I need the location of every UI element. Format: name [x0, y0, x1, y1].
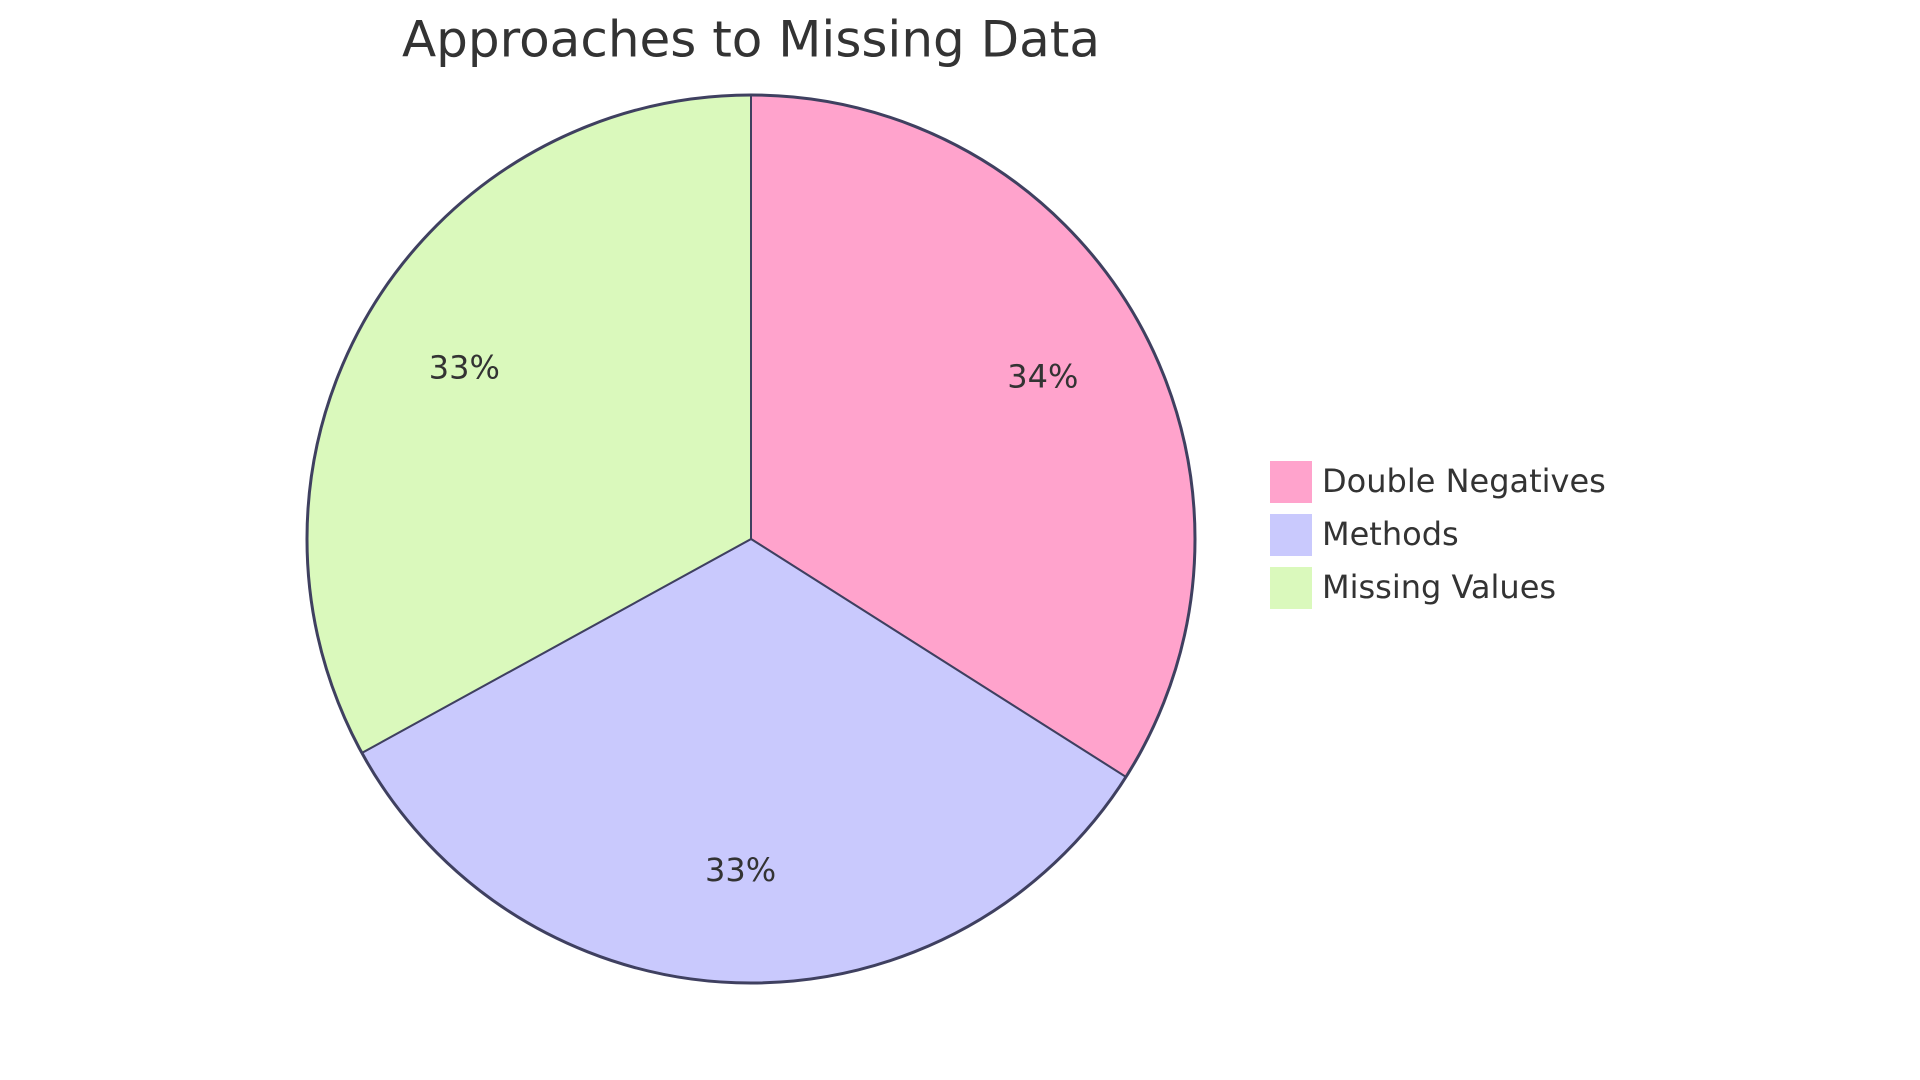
legend-swatch: [1268, 565, 1314, 611]
data-label: 34%: [1007, 358, 1078, 396]
legend-swatch: [1268, 459, 1314, 505]
legend-swatch: [1268, 512, 1314, 558]
data-label: 33%: [705, 851, 776, 889]
chart-title: Approaches to Missing Data: [402, 11, 1100, 69]
legend-label: Methods: [1322, 515, 1459, 553]
data-label: 33%: [429, 348, 500, 386]
legend-label: Double Negatives: [1322, 462, 1606, 500]
pie-outline: [305, 93, 1197, 985]
legend-label: Missing Values: [1322, 568, 1556, 606]
